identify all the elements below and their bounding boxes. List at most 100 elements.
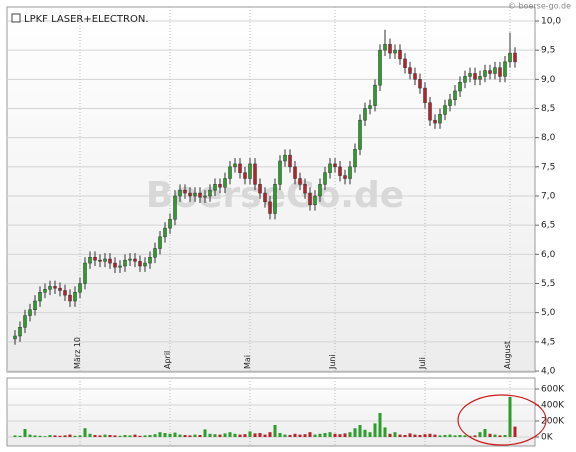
candle-body <box>303 184 307 194</box>
volume-bar <box>478 432 482 437</box>
volume-bar <box>283 434 287 437</box>
candle-body <box>193 192 197 197</box>
volume-bar <box>163 433 167 437</box>
candle-body <box>448 99 452 106</box>
volume-bar <box>438 435 442 437</box>
y-tick-label: 200K <box>541 417 565 427</box>
volume-bar <box>398 434 402 437</box>
volume-bar <box>503 435 507 437</box>
volume-bar <box>383 427 387 437</box>
volume-bar <box>388 433 392 437</box>
y-tick-label: 4,0 <box>541 367 556 377</box>
x-tick-label: August <box>503 341 512 369</box>
candle-body <box>388 44 392 54</box>
candle-body <box>223 178 227 188</box>
volume-bar <box>28 434 32 437</box>
volume-bar <box>78 435 82 437</box>
candle-body <box>478 76 482 80</box>
volume-bar <box>148 435 152 437</box>
candle-body <box>233 163 237 168</box>
volume-bar <box>343 433 347 437</box>
candle-body <box>93 257 97 261</box>
candle-body <box>513 52 517 63</box>
volume-bar <box>83 428 87 437</box>
candle-body <box>158 236 162 249</box>
volume-bar <box>63 435 67 437</box>
candle-body <box>308 192 312 205</box>
candle-body <box>493 67 497 74</box>
candle-body <box>323 172 327 185</box>
volume-bar <box>138 435 142 437</box>
candle-body <box>178 189 182 197</box>
volume-bar <box>158 432 162 437</box>
volume-bar <box>238 434 242 437</box>
volume-bar <box>493 434 497 437</box>
volume-bar <box>268 432 272 437</box>
candle-body <box>133 258 137 262</box>
candle-body <box>283 154 287 162</box>
volume-bar <box>418 435 422 437</box>
volume-bar <box>513 426 517 437</box>
candle-body <box>393 49 397 54</box>
volume-bar <box>73 435 77 437</box>
candle-body <box>458 82 462 92</box>
candle-body <box>398 49 402 60</box>
volume-bar <box>353 428 357 437</box>
volume-bar <box>428 433 432 437</box>
candle-body <box>173 195 177 220</box>
candle-body <box>203 195 207 198</box>
volume-bar <box>363 429 367 437</box>
volume-bar <box>233 433 237 437</box>
volume-bar <box>13 435 17 437</box>
volume-bar <box>223 433 227 437</box>
y-tick-label: 9,0 <box>541 75 556 85</box>
volume-bar <box>218 434 222 437</box>
candle-body <box>273 184 277 214</box>
volume-bar <box>498 435 502 437</box>
volume-bar <box>403 435 407 437</box>
candle-body <box>53 286 57 289</box>
candle-body <box>248 163 252 179</box>
y-tick-label: 10,0 <box>541 17 561 27</box>
candle-body <box>438 114 442 124</box>
y-tick-label: 9,5 <box>541 46 555 56</box>
candle-body <box>313 195 317 205</box>
volume-bar <box>258 433 262 437</box>
volume-bar <box>408 433 412 437</box>
candle-body <box>348 166 352 179</box>
y-tick-label: 0K <box>541 433 554 443</box>
volume-bar <box>378 413 382 437</box>
volume-bar <box>308 432 312 437</box>
volume-bar <box>113 435 117 437</box>
volume-bar <box>423 434 427 437</box>
candle-body <box>123 259 127 267</box>
candle-body <box>463 76 467 83</box>
volume-bar <box>68 434 72 437</box>
volume-bar <box>433 434 437 437</box>
volume-bar <box>88 433 92 437</box>
candle-body <box>468 73 472 77</box>
volume-bar <box>488 433 492 437</box>
candle-body <box>143 262 147 267</box>
candle-body <box>208 189 212 197</box>
y-tick-label: 7,5 <box>541 162 555 172</box>
volume-bar <box>318 433 322 437</box>
y-tick-label: 600K <box>541 385 565 395</box>
candle-body <box>263 192 267 203</box>
candle-body <box>278 160 282 185</box>
volume-bar <box>178 434 182 437</box>
volume-bar <box>183 435 187 437</box>
candle-body <box>403 58 407 68</box>
candle-body <box>318 184 322 197</box>
candle-body <box>218 184 222 188</box>
chart-title: LPKF LASER+ELECTRON. <box>24 14 149 25</box>
candle-body <box>443 105 447 115</box>
candle-body <box>298 178 302 185</box>
candle-body <box>328 163 332 173</box>
candle-body <box>453 90 457 100</box>
checkbox[interactable] <box>11 13 21 23</box>
candle-body <box>343 175 347 179</box>
candle-body <box>353 149 357 168</box>
volume-bar <box>453 435 457 437</box>
